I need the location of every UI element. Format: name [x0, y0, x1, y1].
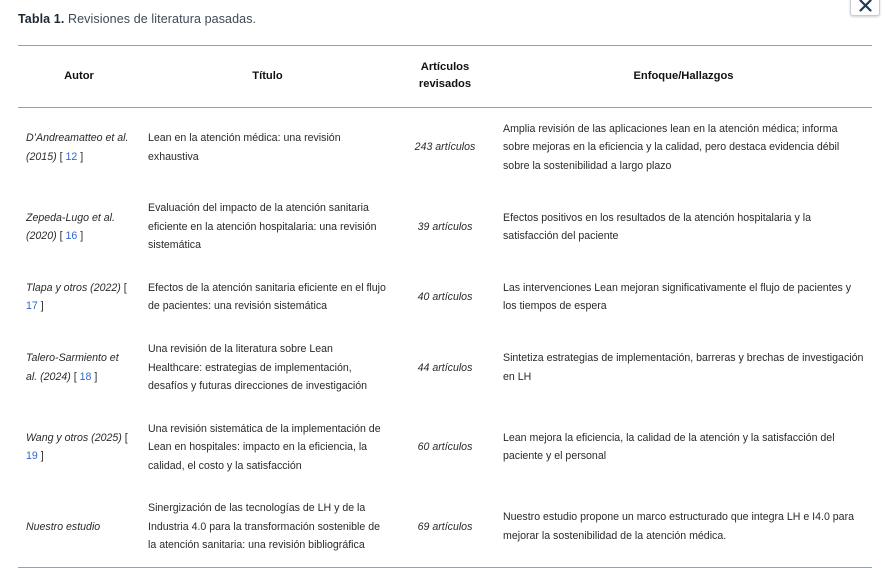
- column-header-count-line2: revisados: [418, 78, 472, 91]
- citation-bracket-close: ]: [37, 450, 44, 463]
- citation-link[interactable]: 12: [65, 150, 78, 163]
- column-header-title: Título: [140, 45, 395, 108]
- cell-title: Lean en la atención médica: una revisión…: [148, 131, 341, 163]
- citation-bracket-close: ]: [37, 300, 44, 313]
- cell-author: Tlapa y otros (2022) [ 17 ]: [18, 267, 140, 328]
- citation-bracket-open: [: [56, 230, 66, 243]
- author-name: Nuestro estudio: [26, 520, 101, 533]
- citation-bracket-close: ]: [77, 150, 84, 163]
- cell-author: Nuestro estudio: [18, 487, 140, 568]
- author-name: Wang y otros (2025): [26, 431, 122, 444]
- citation-bracket-close: ]: [91, 370, 98, 383]
- citation-link[interactable]: 16: [65, 230, 78, 243]
- column-header-author: Autor: [18, 45, 140, 108]
- citation-bracket-open: [: [120, 281, 127, 294]
- column-header-count: Artículos revisados: [395, 45, 495, 108]
- cell-title: Evaluación del impacto de la atención sa…: [148, 202, 377, 252]
- table-row: Wang y otros (2025) [ 19 ] Una revisión s…: [18, 408, 872, 488]
- cell-author: D’Andreamatteo et al. (2015) [ 12 ]: [18, 107, 140, 187]
- cell-findings: Sintetiza estrategias de implementación,…: [503, 352, 864, 383]
- author-name: Zepeda-Lugo et al. (2020): [26, 211, 115, 243]
- cell-articles-reviewed: 60 artículos: [417, 441, 473, 454]
- cell-articles-reviewed: 39 artículos: [417, 220, 473, 233]
- citation-bracket-open: [: [56, 150, 66, 163]
- cell-articles-reviewed: 69 artículos: [395, 487, 495, 568]
- cell-findings: Amplia revisión de las aplicaciones lean…: [503, 122, 840, 172]
- cell-findings: Las intervenciones Lean mejoran signific…: [503, 281, 852, 313]
- table-row: Nuestro estudio Sinergización de las tecn…: [18, 487, 872, 568]
- column-header-count-line1: Artículos: [420, 61, 470, 73]
- cell-author: Zepeda-Lugo et al. (2020) [ 16 ]: [18, 187, 140, 267]
- cell-title: Una revisión de la literatura sobre Lean…: [148, 342, 368, 393]
- cell-title: Una revisión sistemática de la implement…: [148, 422, 381, 472]
- close-icon: [858, 0, 872, 12]
- table-row: D’Andreamatteo et al. (2015) [ 12 ] Lean …: [18, 107, 872, 187]
- literature-review-table: Autor Título Artículos revisados Enfoque…: [18, 45, 872, 568]
- cell-author: Wang y otros (2025) [ 19 ]: [18, 408, 140, 488]
- table-container: Autor Título Artículos revisados Enfoque…: [18, 45, 872, 568]
- caption-label: Tabla 1.: [18, 12, 65, 26]
- table-row: Talero-Sarmiento et al. (2024) [ 18 ] Una…: [18, 328, 872, 408]
- citation-link[interactable]: 18: [79, 370, 92, 383]
- cell-title: Efectos de la atención sanitaria eficien…: [148, 281, 386, 313]
- cell-author: Talero-Sarmiento et al. (2024) [ 18 ]: [18, 328, 140, 408]
- caption-text: Revisiones de literatura pasadas.: [68, 12, 257, 26]
- table-row: Zepeda-Lugo et al. (2020) [ 16 ] Evaluaci…: [18, 187, 872, 267]
- column-header-findings: Enfoque/Hallazgos: [495, 45, 872, 108]
- author-name: D’Andreamatteo et al. (2015): [26, 131, 129, 163]
- table-header: Autor Título Artículos revisados Enfoque…: [18, 45, 872, 108]
- cell-findings: Lean mejora la eficiencia, la calidad de…: [503, 431, 835, 463]
- citation-link[interactable]: 17: [26, 300, 38, 313]
- table-row: Tlapa y otros (2022) [ 17 ] Efectos de la…: [18, 267, 872, 328]
- cell-articles-reviewed: 243 artículos: [414, 141, 476, 154]
- cell-findings: Nuestro estudio propone un marco estruct…: [495, 487, 872, 568]
- cell-title: Sinergización de las tecnologías de LH y…: [140, 487, 395, 568]
- cell-findings: Efectos positivos en los resultados de l…: [503, 211, 811, 243]
- citation-link[interactable]: 19: [26, 450, 38, 463]
- citation-bracket-open: [: [70, 370, 80, 383]
- table-caption: Tabla 1. Revisiones de literatura pasada…: [18, 11, 256, 29]
- cell-articles-reviewed: 40 artículos: [417, 291, 473, 304]
- close-button[interactable]: [850, 0, 880, 16]
- citation-bracket-open: [: [121, 431, 128, 444]
- citation-bracket-close: ]: [77, 230, 84, 243]
- cell-articles-reviewed: 44 artículos: [417, 361, 473, 374]
- header-row: Autor Título Artículos revisados Enfoque…: [18, 45, 872, 108]
- author-name: Tlapa y otros (2022): [26, 281, 121, 294]
- author-name: Talero-Sarmiento et al. (2024): [26, 352, 119, 383]
- table-body: D’Andreamatteo et al. (2015) [ 12 ] Lean …: [18, 107, 872, 568]
